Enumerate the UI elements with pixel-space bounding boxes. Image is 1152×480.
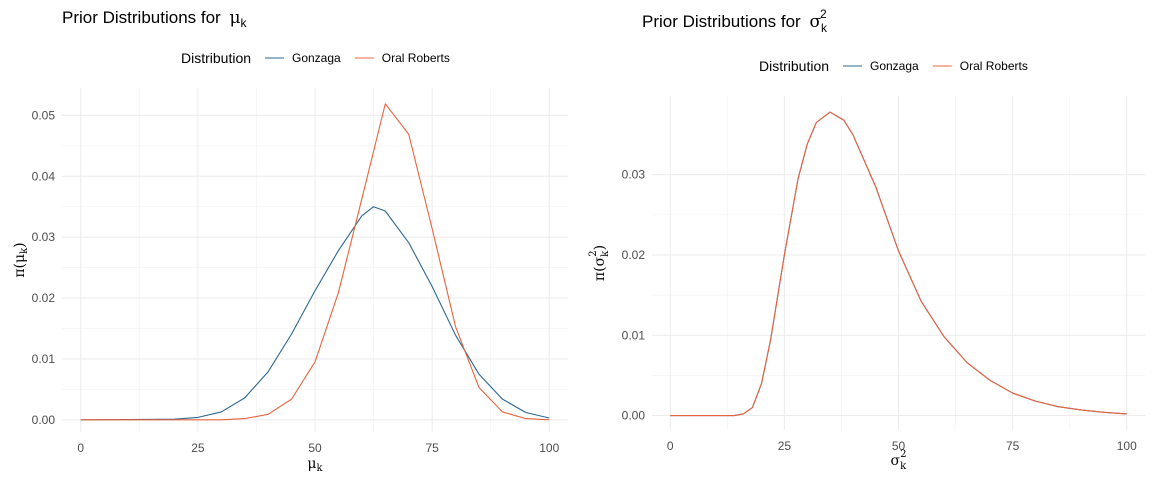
x-axis-label: μk xyxy=(307,456,323,474)
chart-title: Prior Distributions for μk xyxy=(62,8,248,30)
x-axis-label: σk2 xyxy=(891,449,908,472)
x-axis-label-symbol: μ xyxy=(307,456,316,472)
y-axis-label: π(σk2) xyxy=(588,245,611,281)
chart-title-superscript: 2 xyxy=(820,7,827,21)
legend-label: Oral Roberts xyxy=(382,51,450,65)
x-axis-label-subscript: k xyxy=(317,463,324,474)
series-line-oral-roberts xyxy=(670,111,1127,417)
chart-title-subscript: k xyxy=(241,16,248,30)
x-tick-label: 50 xyxy=(892,439,906,453)
chart-panel-2: 0 25 50 75 100 0.00 0.01 0.02 0.03 Prior Distribu… xyxy=(588,7,1145,472)
y-axis-label-subscript: k xyxy=(19,247,30,254)
chart-title-symbol: σ xyxy=(809,12,821,32)
legend-title: Distribution xyxy=(181,50,251,66)
x-tick-label: 100 xyxy=(539,441,559,455)
x-axis-label-subscript: k xyxy=(900,461,907,472)
legend-title: Distribution xyxy=(759,58,829,74)
chart-title-subscript: k xyxy=(821,21,828,35)
legend-label: Gonzaga xyxy=(292,51,341,65)
chart-title: Prior Distributions for σk2 xyxy=(642,7,828,35)
chart-title-symbol: μ xyxy=(229,8,240,28)
y-axis-label-suffix: ) xyxy=(592,245,608,250)
legend-label: Oral Roberts xyxy=(960,59,1028,73)
y-axis-label-superscript: 2 xyxy=(588,250,599,256)
series-line-gonzaga xyxy=(80,206,550,421)
y-tick-label: 0.01 xyxy=(32,352,56,366)
chart-title-text: Prior Distributions for xyxy=(62,8,225,27)
y-axis-label: π(μk) xyxy=(12,242,30,277)
y-axis-label-prefix: π( xyxy=(12,263,28,278)
y-tick-label: 0.02 xyxy=(32,291,56,305)
y-tick-label: 0.00 xyxy=(622,409,646,423)
chart-panel-1: 0 25 50 75 100 0.00 0.01 0.02 0.03 0.04 0.05 Prior … xyxy=(12,8,568,474)
y-tick-label: 0.01 xyxy=(622,328,646,342)
y-axis-label-subscript: k xyxy=(600,250,611,257)
chart-title-text: Prior Distributions for xyxy=(642,12,805,31)
x-tick-label: 25 xyxy=(778,439,792,453)
y-tick-label: 0.03 xyxy=(32,230,56,244)
y-tick-label: 0.04 xyxy=(32,169,56,183)
y-axis-label-prefix: π( xyxy=(592,266,608,281)
y-axis-label-symbol: μ xyxy=(12,254,28,263)
y-tick-label: 0.05 xyxy=(32,108,56,122)
x-tick-label: 0 xyxy=(667,439,674,453)
x-tick-label: 25 xyxy=(191,441,205,455)
x-axis-label-superscript: 2 xyxy=(900,449,906,460)
x-tick-label: 75 xyxy=(425,441,439,455)
y-tick-label: 0.03 xyxy=(622,168,646,182)
x-tick-label: 75 xyxy=(1006,439,1020,453)
y-axis-label-suffix: ) xyxy=(12,242,28,247)
series-line-oral-roberts xyxy=(80,103,550,421)
x-axis-label-symbol: σ xyxy=(891,453,901,469)
legend-label: Gonzaga xyxy=(870,59,919,73)
x-tick-label: 100 xyxy=(1117,439,1137,453)
y-tick-label: 0.00 xyxy=(32,413,56,427)
y-axis-label-symbol: σ xyxy=(592,256,608,266)
x-tick-label: 0 xyxy=(77,441,84,455)
y-tick-label: 0.02 xyxy=(622,248,646,262)
x-tick-label: 50 xyxy=(308,441,322,455)
